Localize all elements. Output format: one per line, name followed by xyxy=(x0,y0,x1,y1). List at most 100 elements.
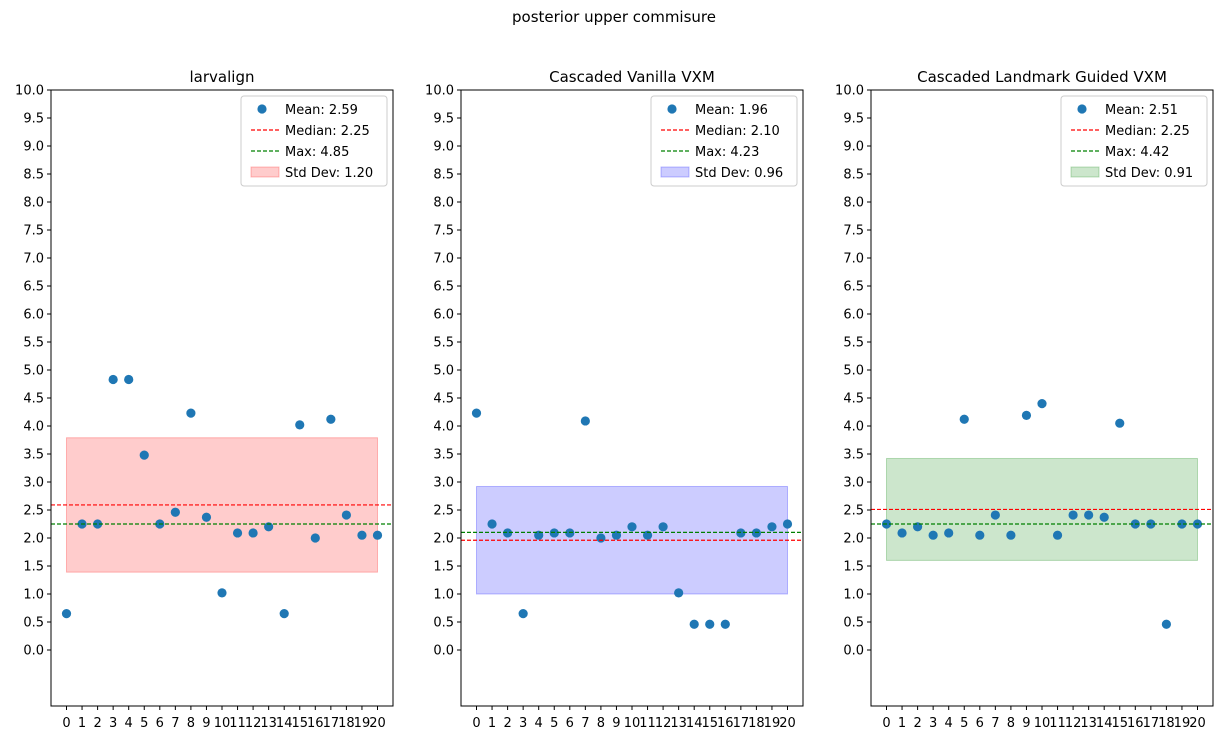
legend-label: Std Dev: 0.91 xyxy=(1105,166,1193,181)
data-point xyxy=(596,533,606,543)
subplot-title: larvalign xyxy=(190,68,255,86)
x-tick-label: 19 xyxy=(1174,716,1191,731)
y-tick-label: 5.5 xyxy=(23,336,44,351)
x-tick-label: 7 xyxy=(581,716,589,731)
legend-box xyxy=(240,95,388,187)
x-tick-label: 9 xyxy=(1022,716,1030,731)
x-tick-label: 16 xyxy=(717,716,734,731)
y-tick-label: 3.0 xyxy=(23,476,44,491)
x-tick-label: 18 xyxy=(748,716,765,731)
data-point xyxy=(487,519,497,529)
data-point xyxy=(627,522,637,532)
legend-label: Median: 2.10 xyxy=(695,124,780,139)
y-tick-label: 3.5 xyxy=(23,448,44,463)
y-tick-label: 1.5 xyxy=(843,560,864,575)
data-point xyxy=(658,522,668,532)
y-tick-label: 2.0 xyxy=(433,532,454,547)
y-tick-label: 7.0 xyxy=(843,252,864,267)
x-tick-label: 18 xyxy=(1158,716,1175,731)
y-tick-label: 5.0 xyxy=(843,364,864,379)
x-tick-label: 4 xyxy=(535,716,543,731)
legend-label: Std Dev: 1.20 xyxy=(285,166,373,181)
x-tick-label: 17 xyxy=(733,716,750,731)
x-tick-label: 11 xyxy=(1049,716,1066,731)
x-tick-label: 7 xyxy=(991,716,999,731)
x-tick-label: 10 xyxy=(214,716,231,731)
y-tick-label: 2.5 xyxy=(433,504,454,519)
legend-label: Max: 4.85 xyxy=(285,145,349,160)
y-tick-label: 0.0 xyxy=(433,644,454,659)
data-point xyxy=(232,528,243,538)
x-tick-label: 4 xyxy=(945,716,953,731)
data-point xyxy=(782,519,793,529)
data-point xyxy=(928,530,938,540)
x-tick-label: 6 xyxy=(976,716,984,731)
data-point xyxy=(767,522,777,532)
legend-label: Mean: 2.59 xyxy=(285,103,358,118)
data-point xyxy=(326,414,336,424)
y-tick-label: 9.5 xyxy=(23,112,44,127)
legend-label: Std Dev: 0.96 xyxy=(695,166,783,181)
x-tick-label: 20 xyxy=(779,716,796,731)
data-point xyxy=(248,528,258,538)
y-tick-label: 3.0 xyxy=(433,476,454,491)
y-tick-label: 8.5 xyxy=(23,168,44,183)
y-tick-label: 5.5 xyxy=(433,336,454,351)
x-tick-label: 3 xyxy=(929,716,937,731)
data-point xyxy=(720,619,730,629)
x-tick-label: 8 xyxy=(187,716,195,731)
x-tick-label: 8 xyxy=(1007,716,1015,731)
x-tick-label: 5 xyxy=(960,716,968,731)
data-point xyxy=(1037,399,1047,409)
legend-label: Mean: 1.96 xyxy=(695,103,768,118)
x-tick-label: 17 xyxy=(323,716,340,731)
legend-label: Median: 2.25 xyxy=(285,124,370,139)
y-tick-label: 1.0 xyxy=(433,588,454,603)
x-tick-label: 20 xyxy=(1189,716,1206,731)
x-tick-label: 9 xyxy=(202,716,210,731)
x-tick-label: 2 xyxy=(503,716,511,731)
data-point xyxy=(170,507,180,517)
y-tick-label: 0.5 xyxy=(433,616,454,631)
data-point xyxy=(372,530,383,540)
x-tick-label: 16 xyxy=(307,716,324,731)
y-tick-label: 8.0 xyxy=(843,196,864,211)
data-point xyxy=(1177,519,1187,529)
data-point xyxy=(944,528,954,538)
x-tick-label: 1 xyxy=(488,716,496,731)
x-tick-label: 19 xyxy=(354,716,371,731)
y-tick-label: 6.5 xyxy=(843,280,864,295)
x-tick-label: 1 xyxy=(898,716,906,731)
y-tick-label: 7.5 xyxy=(433,224,454,239)
legend-marker-std xyxy=(660,166,690,178)
y-tick-label: 4.5 xyxy=(23,392,44,407)
x-tick-label: 12 xyxy=(655,716,672,731)
x-tick-label: 5 xyxy=(550,716,558,731)
legend-marker-std xyxy=(250,166,280,178)
y-tick-label: 0.0 xyxy=(843,644,864,659)
y-tick-label: 6.0 xyxy=(433,308,454,323)
x-tick-label: 16 xyxy=(1127,716,1144,731)
data-point xyxy=(471,408,482,418)
y-tick-label: 4.0 xyxy=(433,420,454,435)
x-tick-label: 14 xyxy=(1096,716,1113,731)
y-tick-label: 1.5 xyxy=(433,560,454,575)
y-tick-label: 2.0 xyxy=(843,532,864,547)
y-tick-label: 2.5 xyxy=(23,504,44,519)
x-tick-label: 9 xyxy=(612,716,620,731)
x-tick-label: 11 xyxy=(229,716,246,731)
data-point xyxy=(186,408,196,418)
y-tick-label: 8.0 xyxy=(433,196,454,211)
y-tick-label: 6.5 xyxy=(23,280,44,295)
x-tick-label: 15 xyxy=(291,716,308,731)
data-point xyxy=(139,450,149,460)
y-tick-label: 2.5 xyxy=(843,504,864,519)
x-tick-label: 12 xyxy=(245,716,262,731)
y-tick-label: 9.0 xyxy=(843,140,864,155)
y-tick-label: 1.0 xyxy=(843,588,864,603)
data-point xyxy=(93,519,103,529)
subplot-title: Cascaded Landmark Guided VXM xyxy=(917,68,1167,86)
x-tick-label: 19 xyxy=(764,716,781,731)
y-tick-label: 7.5 xyxy=(843,224,864,239)
